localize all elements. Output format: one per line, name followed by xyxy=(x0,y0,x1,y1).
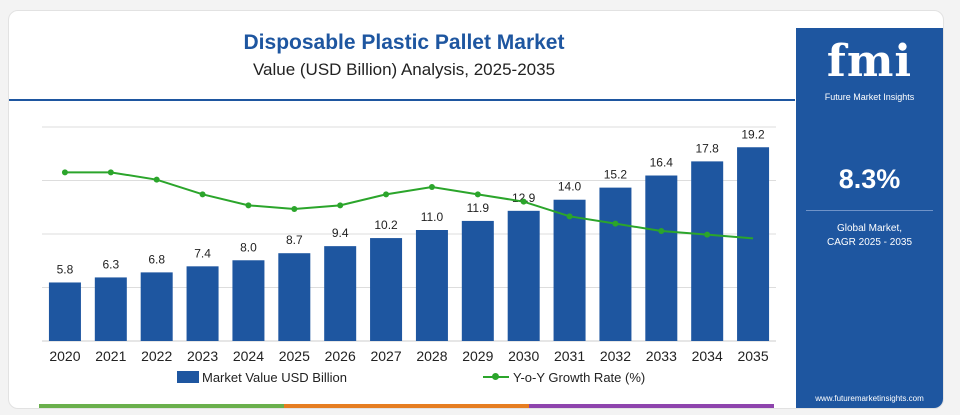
cagr-label-line2: CAGR 2025 - 2035 xyxy=(826,237,913,248)
bar-2022 xyxy=(140,272,173,341)
data-label-2032: 15.2 xyxy=(604,168,628,182)
x-tick-2026: 2026 xyxy=(325,348,356,364)
growth-point-2028 xyxy=(428,184,435,190)
data-label-2026: 9.4 xyxy=(332,226,349,240)
bar-2030 xyxy=(507,210,540,341)
bar-2029 xyxy=(461,220,494,341)
x-tick-2023: 2023 xyxy=(187,348,218,364)
growth-point-2030 xyxy=(520,198,527,205)
data-label-2025: 8.7 xyxy=(286,233,303,247)
footer-strip-green xyxy=(39,404,284,408)
header-divider xyxy=(9,99,795,101)
data-label-2027: 10.2 xyxy=(374,218,398,232)
cagr-label-line1: Global Market, xyxy=(836,223,903,234)
growth-point-2023 xyxy=(199,191,206,198)
data-label-2020: 5.8 xyxy=(57,262,74,276)
data-label-2022: 6.8 xyxy=(148,252,165,266)
growth-point-2027 xyxy=(383,191,390,198)
growth-line xyxy=(64,171,754,240)
bar-2034 xyxy=(691,161,724,341)
data-label-2023: 7.4 xyxy=(194,246,211,260)
legend-bar-label: Market Value USD Billion xyxy=(202,370,347,385)
x-tick-2022: 2022 xyxy=(141,348,172,364)
bar-2032 xyxy=(599,187,632,341)
data-label-2028: 11.0 xyxy=(421,210,444,224)
footer-strip-orange xyxy=(284,404,529,408)
website-url: www.futuremarketinsights.com xyxy=(815,394,924,403)
growth-point-2031 xyxy=(566,213,573,220)
chart-subtitle: Value (USD Billion) Analysis, 2025-2035 xyxy=(252,60,556,79)
bar-2026 xyxy=(324,246,357,341)
data-label-2034: 17.8 xyxy=(696,141,720,155)
chart-card: Disposable Plastic Pallet Market Value (… xyxy=(8,10,944,409)
chart-legend: Market Value USD Billion Y-o-Y Growth Ra… xyxy=(9,367,799,387)
x-tick-2027: 2027 xyxy=(370,348,401,364)
data-label-2031: 14.0 xyxy=(558,180,582,194)
x-tick-2035: 2035 xyxy=(737,348,768,364)
x-tick-2033: 2033 xyxy=(646,348,677,364)
data-label-2033: 16.4 xyxy=(650,156,674,170)
x-tick-2025: 2025 xyxy=(279,348,310,364)
growth-point-2021 xyxy=(107,169,114,176)
growth-point-2022 xyxy=(153,176,160,183)
growth-point-2025 xyxy=(291,206,298,212)
bar-2024 xyxy=(232,260,265,341)
fmi-logo: fmi xyxy=(826,36,913,87)
chart-title: Disposable Plastic Pallet Market xyxy=(243,31,565,54)
growth-point-2034 xyxy=(704,231,711,238)
growth-point-2026 xyxy=(337,202,344,209)
bar-2028 xyxy=(415,230,448,341)
x-tick-2020: 2020 xyxy=(49,348,80,364)
bar-2023 xyxy=(186,266,219,341)
growth-point-2032 xyxy=(612,220,619,227)
legend-line-marker xyxy=(492,373,499,380)
x-tick-2034: 2034 xyxy=(692,348,723,364)
data-label-2021: 6.3 xyxy=(102,257,119,271)
data-label-2035: 19.2 xyxy=(741,127,765,141)
data-label-2029: 11.9 xyxy=(467,201,490,215)
growth-point-2033 xyxy=(658,228,665,234)
x-tick-2028: 2028 xyxy=(416,348,447,364)
growth-point-2020 xyxy=(61,169,68,176)
cagr-value: 8.3% xyxy=(838,164,901,194)
growth-point-2029 xyxy=(474,191,481,198)
data-label-2024: 8.0 xyxy=(240,240,257,254)
footer-strip-purple xyxy=(529,404,774,408)
cagr-label: Global Market, CAGR 2025 - 2035 xyxy=(796,222,943,250)
bar-2021 xyxy=(94,277,127,341)
bar-2025 xyxy=(278,253,311,341)
x-tick-2030: 2030 xyxy=(508,348,539,364)
bar-2020 xyxy=(48,282,81,341)
bar-2035 xyxy=(737,147,770,341)
bar-2031 xyxy=(553,199,586,341)
x-tick-2021: 2021 xyxy=(95,348,126,364)
bar-2033 xyxy=(645,175,678,341)
x-tick-2024: 2024 xyxy=(233,348,264,364)
growth-point-2024 xyxy=(245,202,252,209)
bar-2027 xyxy=(370,238,403,341)
x-tick-2029: 2029 xyxy=(462,348,493,364)
side-panel: fmi Future Market Insights 8.3% Global M… xyxy=(796,28,943,408)
x-tick-2031: 2031 xyxy=(554,348,585,364)
chart-plot: 5.8 2020 6.3 2021 6.8 2022 7.4 2023 8.0 2024 8.7 20… xyxy=(42,126,776,364)
panel-divider xyxy=(806,210,933,211)
x-tick-2032: 2032 xyxy=(600,348,631,364)
logo-subtext: Future Market Insights xyxy=(824,92,915,102)
legend-bar-swatch xyxy=(177,371,199,383)
legend-line-label: Y-o-Y Growth Rate (%) xyxy=(513,370,646,385)
